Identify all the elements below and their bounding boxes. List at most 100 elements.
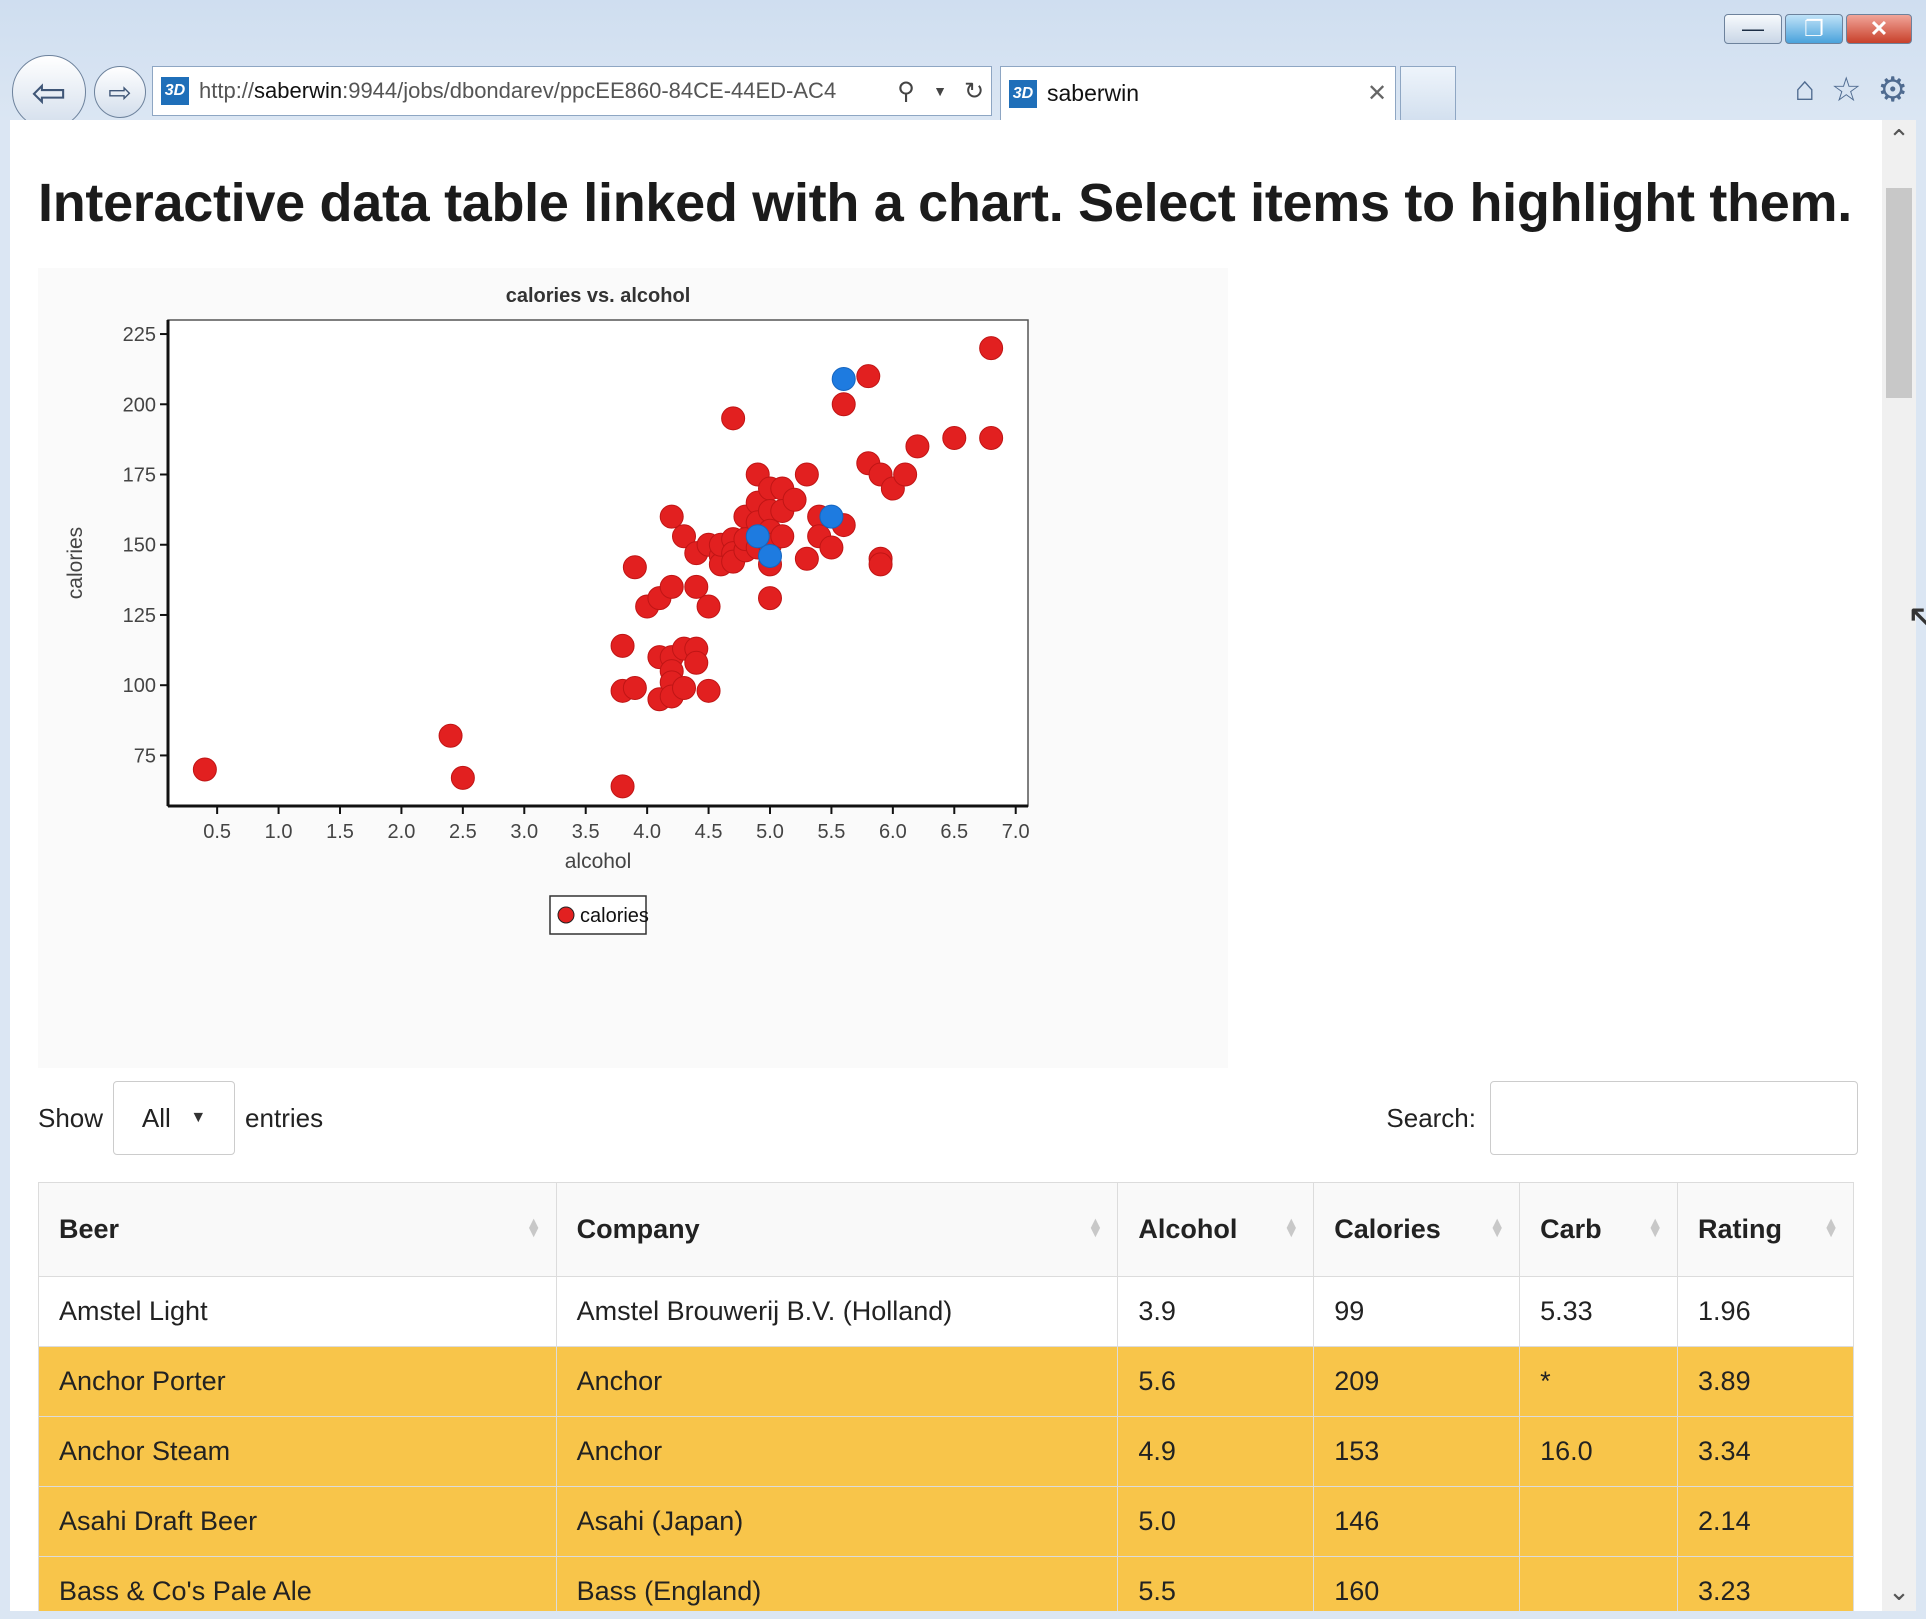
- settings-gear-icon[interactable]: ⚙: [1877, 71, 1908, 109]
- table-cell-alcohol: 5.0: [1117, 1486, 1315, 1557]
- sort-icon: ▲ ▼: [1283, 1215, 1300, 1241]
- sort-icon: ▲ ▼: [1087, 1215, 1104, 1241]
- refresh-icon[interactable]: ↻: [963, 77, 985, 105]
- data-point[interactable]: [794, 546, 819, 571]
- favorites-star-icon[interactable]: ☆: [1831, 71, 1862, 109]
- data-point[interactable]: [819, 535, 844, 560]
- minimize-button[interactable]: —: [1724, 14, 1782, 44]
- table-cell-calories: 99: [1313, 1276, 1521, 1347]
- data-point[interactable]: [610, 774, 635, 799]
- data-point[interactable]: [782, 487, 807, 512]
- entries-select[interactable]: All ▼: [113, 1081, 236, 1155]
- data-point[interactable]: [684, 650, 709, 675]
- column-header-company[interactable]: Company ▲ ▼: [555, 1182, 1119, 1277]
- data-point-highlighted[interactable]: [831, 366, 856, 391]
- data-point[interactable]: [696, 594, 721, 619]
- browser-tab[interactable]: 3D saberwin ✕: [1000, 66, 1396, 120]
- table-row[interactable]: Anchor Porter Anchor 5.6 209 * 3.89: [38, 1346, 1854, 1417]
- data-point[interactable]: [684, 574, 709, 599]
- arrow-right-icon: ⇨: [108, 76, 132, 108]
- y-tick-label: 150: [123, 535, 156, 557]
- minimize-icon: —: [1742, 16, 1764, 41]
- table-row[interactable]: Bass & Co's Pale Ale Bass (England) 5.5 160…: [38, 1556, 1854, 1611]
- table-cell-calories: 160: [1313, 1556, 1521, 1611]
- sort-icon: ▲ ▼: [525, 1215, 542, 1241]
- y-tick-label: 200: [123, 394, 156, 416]
- data-point[interactable]: [672, 676, 696, 701]
- entries-select-value: All: [141, 1102, 171, 1133]
- table-cell-beer: Anchor Porter: [38, 1346, 557, 1417]
- scroll-up-icon[interactable]: ⌃: [1888, 124, 1910, 154]
- table-cell-carb: [1519, 1486, 1679, 1557]
- column-header-rating[interactable]: Rating ▲ ▼: [1677, 1182, 1854, 1277]
- data-point[interactable]: [438, 723, 463, 748]
- tab-close-icon[interactable]: ✕: [1366, 80, 1388, 107]
- column-header-alcohol[interactable]: Alcohol ▲ ▼: [1117, 1182, 1315, 1277]
- data-point[interactable]: [672, 524, 696, 549]
- data-point[interactable]: [856, 364, 881, 389]
- scrollbar-thumb[interactable]: [1886, 188, 1912, 398]
- x-tick-label: 6.0: [879, 821, 907, 843]
- address-bar[interactable]: 3D http://saberwin:9944/jobs/dbondarev/p…: [152, 66, 992, 116]
- data-point[interactable]: [659, 504, 684, 529]
- data-point-highlighted[interactable]: [758, 543, 782, 568]
- y-tick-label: 100: [123, 675, 156, 697]
- chevron-down-icon[interactable]: ▼: [933, 83, 947, 99]
- data-point[interactable]: [979, 425, 1004, 450]
- data-point[interactable]: [794, 462, 819, 487]
- chart-svg[interactable]: calories vs. alcohol 0.5 1.0 1.5 2.0 2.5 3.0 3.…: [38, 268, 1228, 1068]
- x-tick-label: 5.0: [756, 821, 784, 843]
- data-point[interactable]: [610, 633, 635, 658]
- scatter-chart[interactable]: calories vs. alcohol 0.5 1.0 1.5 2.0 2.5 3.0 3.…: [38, 268, 1228, 1068]
- table-cell-alcohol: 5.5: [1117, 1556, 1315, 1611]
- table-cell-rating: 3.34: [1677, 1416, 1854, 1487]
- data-point[interactable]: [192, 757, 217, 782]
- data-point[interactable]: [659, 574, 684, 599]
- data-point[interactable]: [696, 678, 721, 703]
- new-tab-button[interactable]: [1400, 66, 1456, 120]
- maximize-button[interactable]: ❐: [1785, 14, 1843, 44]
- forward-button[interactable]: ⇨: [94, 66, 146, 118]
- data-point[interactable]: [893, 462, 918, 487]
- data-point[interactable]: [979, 336, 1004, 361]
- table-row[interactable]: Amstel Light Amstel Brouwerij B.V. (Holla…: [38, 1276, 1854, 1347]
- table-header-row: Beer ▲ ▼ Company ▲ ▼ Alcohol ▲ ▼ Calories ▲ ▼ Ca…: [38, 1182, 1854, 1277]
- data-point[interactable]: [622, 676, 647, 701]
- table-cell-rating: 3.23: [1677, 1556, 1854, 1611]
- column-header-carb[interactable]: Carb ▲ ▼: [1519, 1182, 1679, 1277]
- legend-marker: [557, 906, 575, 924]
- data-point[interactable]: [770, 524, 795, 549]
- window-controls: — ❐ ✕: [1724, 14, 1912, 44]
- table-row[interactable]: Anchor Steam Anchor 4.9 153 16.0 3.34: [38, 1416, 1854, 1487]
- data-point[interactable]: [942, 425, 967, 450]
- data-point[interactable]: [758, 586, 782, 611]
- close-window-button[interactable]: ✕: [1846, 14, 1912, 44]
- search-icon[interactable]: ⚲: [897, 77, 915, 105]
- vertical-scrollbar[interactable]: ⌃ ⌄: [1882, 120, 1916, 1611]
- data-point[interactable]: [905, 434, 930, 459]
- sort-icon: ▲ ▼: [1823, 1215, 1839, 1241]
- table-cell-carb: *: [1519, 1346, 1679, 1417]
- data-point-highlighted[interactable]: [819, 504, 844, 529]
- data-point[interactable]: [721, 406, 746, 431]
- back-button[interactable]: ⇦: [12, 55, 86, 129]
- table-cell-company: Asahi (Japan): [555, 1486, 1119, 1557]
- column-header-calories[interactable]: Calories ▲ ▼: [1313, 1182, 1521, 1277]
- data-point-highlighted[interactable]: [745, 524, 770, 549]
- table-cell-calories: 153: [1313, 1416, 1521, 1487]
- show-label: Show: [38, 1102, 104, 1133]
- url-text[interactable]: http://saberwin:9944/jobs/dbondarev/ppcE…: [199, 78, 837, 103]
- data-point[interactable]: [831, 392, 856, 417]
- sort-icon: ▲ ▼: [1647, 1215, 1664, 1241]
- search-label: Search:: [1386, 1102, 1476, 1133]
- column-header-beer[interactable]: Beer ▲ ▼: [38, 1182, 557, 1277]
- scroll-down-icon[interactable]: ⌄: [1888, 1576, 1910, 1606]
- x-tick-label: 7.0: [1002, 821, 1030, 843]
- data-point[interactable]: [868, 552, 893, 577]
- page-title: Interactive data table linked with a cha…: [38, 173, 1852, 233]
- data-point[interactable]: [622, 555, 647, 580]
- table-row[interactable]: Asahi Draft Beer Asahi (Japan) 5.0 146 2.14: [38, 1486, 1854, 1557]
- data-point[interactable]: [450, 765, 475, 790]
- home-icon[interactable]: ⌂: [1794, 70, 1816, 108]
- search-input[interactable]: [1490, 1081, 1858, 1155]
